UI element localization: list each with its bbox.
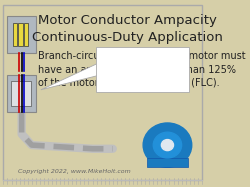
Text: 430.22: 430.22: [104, 47, 150, 60]
FancyBboxPatch shape: [8, 75, 36, 112]
Text: Continuous-Duty Application: Continuous-Duty Application: [32, 31, 222, 44]
Polygon shape: [41, 63, 98, 90]
FancyBboxPatch shape: [96, 47, 189, 92]
FancyBboxPatch shape: [12, 24, 17, 46]
FancyBboxPatch shape: [8, 16, 36, 53]
FancyBboxPatch shape: [4, 5, 202, 180]
FancyBboxPatch shape: [18, 24, 23, 46]
FancyBboxPatch shape: [147, 158, 188, 167]
Text: Branch-circuit conductors to a motor must
have an ampacity of not less than 125%: Branch-circuit conductors to a motor mus…: [38, 51, 246, 88]
FancyBboxPatch shape: [10, 81, 31, 106]
Text: Motor Conductor Ampacity: Motor Conductor Ampacity: [38, 14, 216, 27]
Circle shape: [153, 132, 182, 158]
Circle shape: [143, 123, 192, 167]
Text: Copyright 2022, www.MikeHolt.com: Copyright 2022, www.MikeHolt.com: [18, 169, 130, 174]
Circle shape: [161, 140, 173, 151]
FancyBboxPatch shape: [24, 24, 28, 46]
